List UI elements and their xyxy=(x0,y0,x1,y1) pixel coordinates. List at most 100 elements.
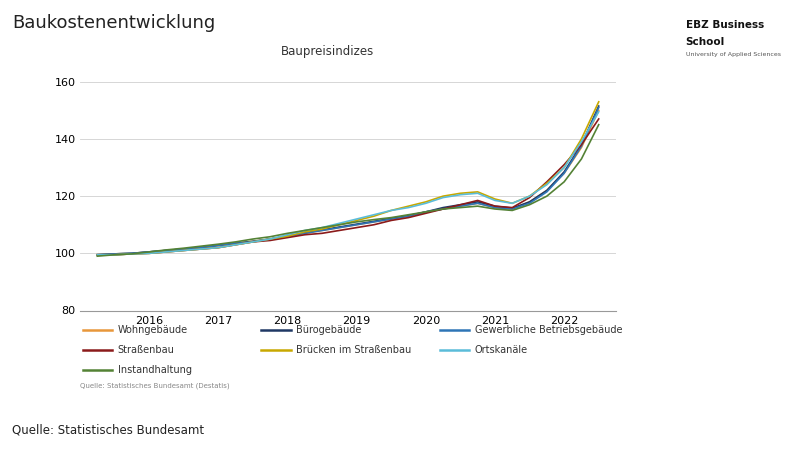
Wohngebäude xyxy=(144,249,154,255)
Brücken im Straßenbau xyxy=(577,136,586,142)
Bürogebäude xyxy=(144,249,154,255)
Wohngebäude xyxy=(455,203,465,209)
Ortskanäle xyxy=(559,165,569,170)
Brücken im Straßenbau xyxy=(490,196,500,202)
Brücken im Straßenbau xyxy=(318,226,327,232)
Ortskanäle xyxy=(144,251,154,256)
Gewerbliche Betriebsgebäude xyxy=(93,252,102,257)
Gewerbliche Betriebsgebäude xyxy=(334,225,344,230)
Gewerbliche Betriebsgebäude xyxy=(179,246,189,252)
Instandhaltung xyxy=(248,236,258,242)
Bürogebäude xyxy=(404,213,414,218)
Instandhaltung xyxy=(369,217,378,222)
Straßenbau xyxy=(318,230,327,236)
Instandhaltung xyxy=(179,246,189,251)
Bürogebäude xyxy=(438,205,448,210)
Gewerbliche Betriebsgebäude xyxy=(438,206,448,211)
Straßenbau xyxy=(542,179,552,184)
Brücken im Straßenbau xyxy=(542,180,552,186)
Gewerbliche Betriebsgebäude xyxy=(473,201,482,206)
Straßenbau xyxy=(110,252,119,257)
Straßenbau xyxy=(473,198,482,203)
Ortskanäle xyxy=(196,246,206,252)
Gewerbliche Betriebsgebäude xyxy=(386,216,396,222)
Gewerbliche Betriebsgebäude xyxy=(282,234,292,239)
Straßenbau xyxy=(93,252,102,257)
Wohngebäude xyxy=(594,108,603,113)
Ortskanäle xyxy=(507,201,517,206)
Wohngebäude xyxy=(404,213,414,219)
Gewerbliche Betriebsgebäude xyxy=(507,206,517,211)
Wohngebäude xyxy=(282,234,292,239)
Brücken im Straßenbau xyxy=(214,245,223,250)
Brücken im Straßenbau xyxy=(248,239,258,245)
Instandhaltung xyxy=(110,252,119,257)
Brücken im Straßenbau xyxy=(334,222,344,227)
Gewerbliche Betriebsgebäude xyxy=(110,251,119,256)
Ortskanäle xyxy=(214,245,223,250)
Instandhaltung xyxy=(127,251,137,256)
Straßenbau xyxy=(455,202,465,207)
Brücken im Straßenbau xyxy=(386,208,396,213)
Wohngebäude xyxy=(214,243,223,248)
Bürogebäude xyxy=(507,206,517,211)
Bürogebäude xyxy=(110,251,119,256)
Brücken im Straßenbau xyxy=(455,191,465,196)
Wohngebäude xyxy=(438,206,448,211)
Instandhaltung xyxy=(594,122,603,127)
Straßenbau xyxy=(334,228,344,233)
Bürogebäude xyxy=(318,227,327,233)
Instandhaltung xyxy=(490,206,500,211)
Ortskanäle xyxy=(282,232,292,238)
Straßenbau xyxy=(404,215,414,220)
Text: School: School xyxy=(686,37,725,47)
Instandhaltung xyxy=(577,156,586,162)
Wohngebäude xyxy=(127,251,137,256)
Wohngebäude xyxy=(162,248,171,253)
Line: Bürogebäude: Bürogebäude xyxy=(98,106,598,255)
Brücken im Straßenbau xyxy=(525,194,534,199)
Instandhaltung xyxy=(438,206,448,211)
Ortskanäle xyxy=(594,109,603,114)
Wohngebäude xyxy=(473,201,482,206)
Brücken im Straßenbau xyxy=(127,251,137,256)
Ortskanäle xyxy=(93,252,102,257)
Line: Ortskanäle: Ortskanäle xyxy=(98,112,598,255)
Text: Wohngebäude: Wohngebäude xyxy=(118,324,188,335)
Brücken im Straßenbau xyxy=(421,199,430,205)
Instandhaltung xyxy=(421,209,430,215)
Straßenbau xyxy=(421,211,430,216)
Bürogebäude xyxy=(248,238,258,244)
Bürogebäude xyxy=(490,203,500,209)
Line: Straßenbau: Straßenbau xyxy=(98,119,598,255)
Gewerbliche Betriebsgebäude xyxy=(196,245,206,250)
Instandhaltung xyxy=(300,228,310,233)
Text: Brücken im Straßenbau: Brücken im Straßenbau xyxy=(296,345,411,355)
Instandhaltung xyxy=(542,194,552,199)
Brücken im Straßenbau xyxy=(162,249,171,255)
Ortskanäle xyxy=(127,251,137,256)
Brücken im Straßenbau xyxy=(144,251,154,256)
Instandhaltung xyxy=(231,239,241,245)
Bürogebäude xyxy=(179,246,189,252)
Bürogebäude xyxy=(127,251,137,256)
Wohngebäude xyxy=(352,222,362,227)
Instandhaltung xyxy=(214,242,223,247)
Ortskanäle xyxy=(386,208,396,213)
Instandhaltung xyxy=(318,225,327,230)
Gewerbliche Betriebsgebäude xyxy=(542,189,552,194)
Wohngebäude xyxy=(266,236,275,242)
Ortskanäle xyxy=(300,228,310,233)
Wohngebäude xyxy=(300,230,310,236)
Instandhaltung xyxy=(404,212,414,217)
Text: EBZ Business: EBZ Business xyxy=(686,20,764,30)
Straßenbau xyxy=(248,239,258,245)
Instandhaltung xyxy=(266,234,275,239)
Text: Quelle: Statistisches Bundesamt (Destatis): Quelle: Statistisches Bundesamt (Destati… xyxy=(80,382,230,389)
Bürogebäude xyxy=(196,245,206,250)
Bürogebäude xyxy=(352,221,362,227)
Bürogebäude xyxy=(594,104,603,109)
Bürogebäude xyxy=(214,243,223,248)
Wohngebäude xyxy=(525,199,534,205)
Wohngebäude xyxy=(93,252,102,257)
